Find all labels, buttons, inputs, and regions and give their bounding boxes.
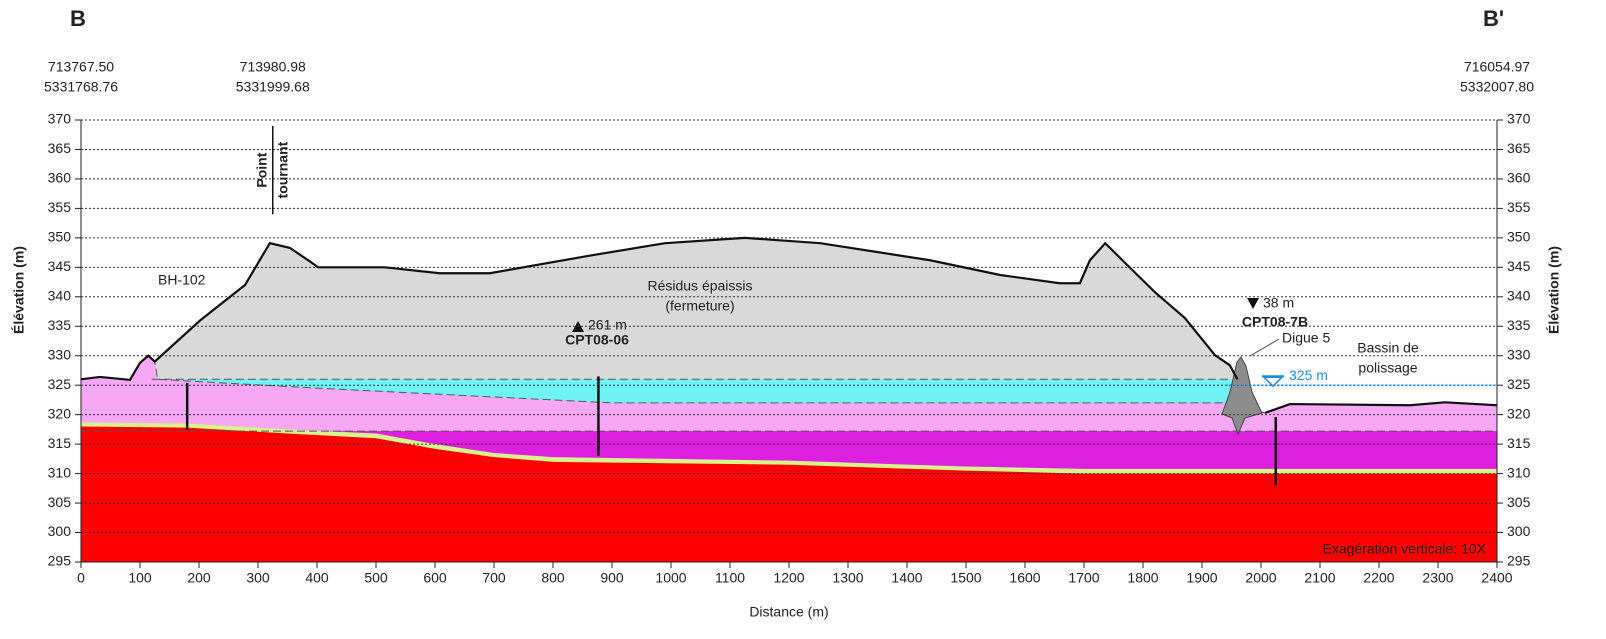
x-tick-label: 1800 [1127,570,1158,586]
plot-area [80,237,1498,562]
annotation: Exagération verticale: 10X [1323,541,1487,557]
x-tick-label: 300 [246,570,270,586]
x-tick-label: 1900 [1186,570,1217,586]
x-axis-label: Distance (m) [749,604,828,620]
x-tick-label: 1300 [832,570,863,586]
y-tick-label: 350 [48,229,72,245]
y2-tick-label: 310 [1507,464,1531,480]
annotation: Digue 5 [1282,330,1330,346]
x-tick-label: 100 [128,570,152,586]
x-tick-label: 700 [482,570,506,586]
y2-tick-label: 355 [1507,199,1531,215]
x-tick-label: 400 [305,570,329,586]
leader-line [1249,338,1280,357]
x-tick-label: 900 [600,570,624,586]
y2-tick-label: 365 [1507,140,1531,156]
section-label-right: B' [1483,6,1504,31]
y2-tick-label: 330 [1507,346,1531,362]
coordinate-label: 713767.50 [48,59,114,75]
y2-tick-label: 340 [1507,288,1531,304]
x-tick-label: 1400 [891,570,922,586]
y2-tick-label: 345 [1507,258,1531,274]
y2-tick-label: 320 [1507,405,1531,421]
x-tick-label: 2300 [1422,570,1453,586]
y2-tick-label: 315 [1507,435,1531,451]
y-tick-label: 320 [48,405,72,421]
x-tick-label: 2200 [1363,570,1394,586]
y-tick-label: 370 [48,111,72,127]
annotation: Résidus épaissis [647,278,752,294]
x-tick-label: 1700 [1068,570,1099,586]
x-tick-label: 200 [187,570,211,586]
y2-tick-label: 360 [1507,170,1531,186]
annotation: Bassin de [1357,340,1419,356]
annotation: polissage [1358,360,1417,376]
y-tick-label: 355 [48,199,72,215]
x-tick-label: 2000 [1245,570,1276,586]
y-tick-label: 310 [48,464,72,480]
borehole-label: CPT08-7B [1242,314,1308,330]
turning-point-label: tournant [274,141,290,198]
y2-tick-label: 325 [1507,376,1531,392]
y-tick-label: 340 [48,288,72,304]
borehole-depth: 38 m [1263,295,1294,311]
x-tick-label: 800 [541,570,565,586]
y2-tick-label: 300 [1507,523,1531,539]
y-axis-label: Élévation (m) [11,246,27,334]
x-tick-label: 0 [77,570,85,586]
layer-area [81,426,1497,562]
y-tick-label: 295 [48,553,72,569]
y2-tick-label: 295 [1507,553,1531,569]
x-tick-label: 500 [364,570,388,586]
coordinate-label: 5331999.68 [236,79,310,95]
x-tick-label: 2400 [1481,570,1512,586]
coordinate-label: 5331768.76 [44,79,118,95]
y-tick-label: 305 [48,494,72,510]
y2-tick-label: 350 [1507,229,1531,245]
x-tick-label: 1200 [773,570,804,586]
y-tick-label: 300 [48,523,72,539]
x-tick-label: 1100 [715,570,745,586]
y-tick-label: 335 [48,317,72,333]
borehole-label: CPT08-06 [565,332,629,348]
borehole-label: BH-102 [158,272,206,288]
y2-tick-label: 370 [1507,111,1531,127]
section-label-left: B [70,6,86,31]
y2-axis-label: Élévation (m) [1546,246,1562,334]
coordinate-label: 5332007.80 [1460,79,1534,95]
x-tick-label: 1500 [950,570,981,586]
y-tick-label: 330 [48,346,72,362]
annotation: (fermeture) [665,298,734,314]
x-tick-label: 2100 [1304,570,1335,586]
y2-tick-label: 335 [1507,317,1531,333]
borehole-depth: 261 m [588,317,627,333]
y-tick-label: 345 [48,258,72,274]
water-label: 325 m [1289,367,1328,383]
y-tick-label: 360 [48,170,72,186]
coordinate-label: 716054.97 [1464,59,1530,75]
x-tick-label: 1600 [1009,570,1040,586]
coordinate-label: 713980.98 [240,59,306,75]
y-tick-label: 365 [48,140,72,156]
y-tick-label: 325 [48,376,72,392]
ground-line [80,236,1498,414]
x-tick-label: 1000 [655,570,686,586]
y2-tick-label: 305 [1507,494,1531,510]
cpt-marker [1247,298,1259,309]
x-tick-label: 600 [423,570,447,586]
y-tick-label: 315 [48,435,72,451]
turning-point-label: Point [253,152,269,187]
